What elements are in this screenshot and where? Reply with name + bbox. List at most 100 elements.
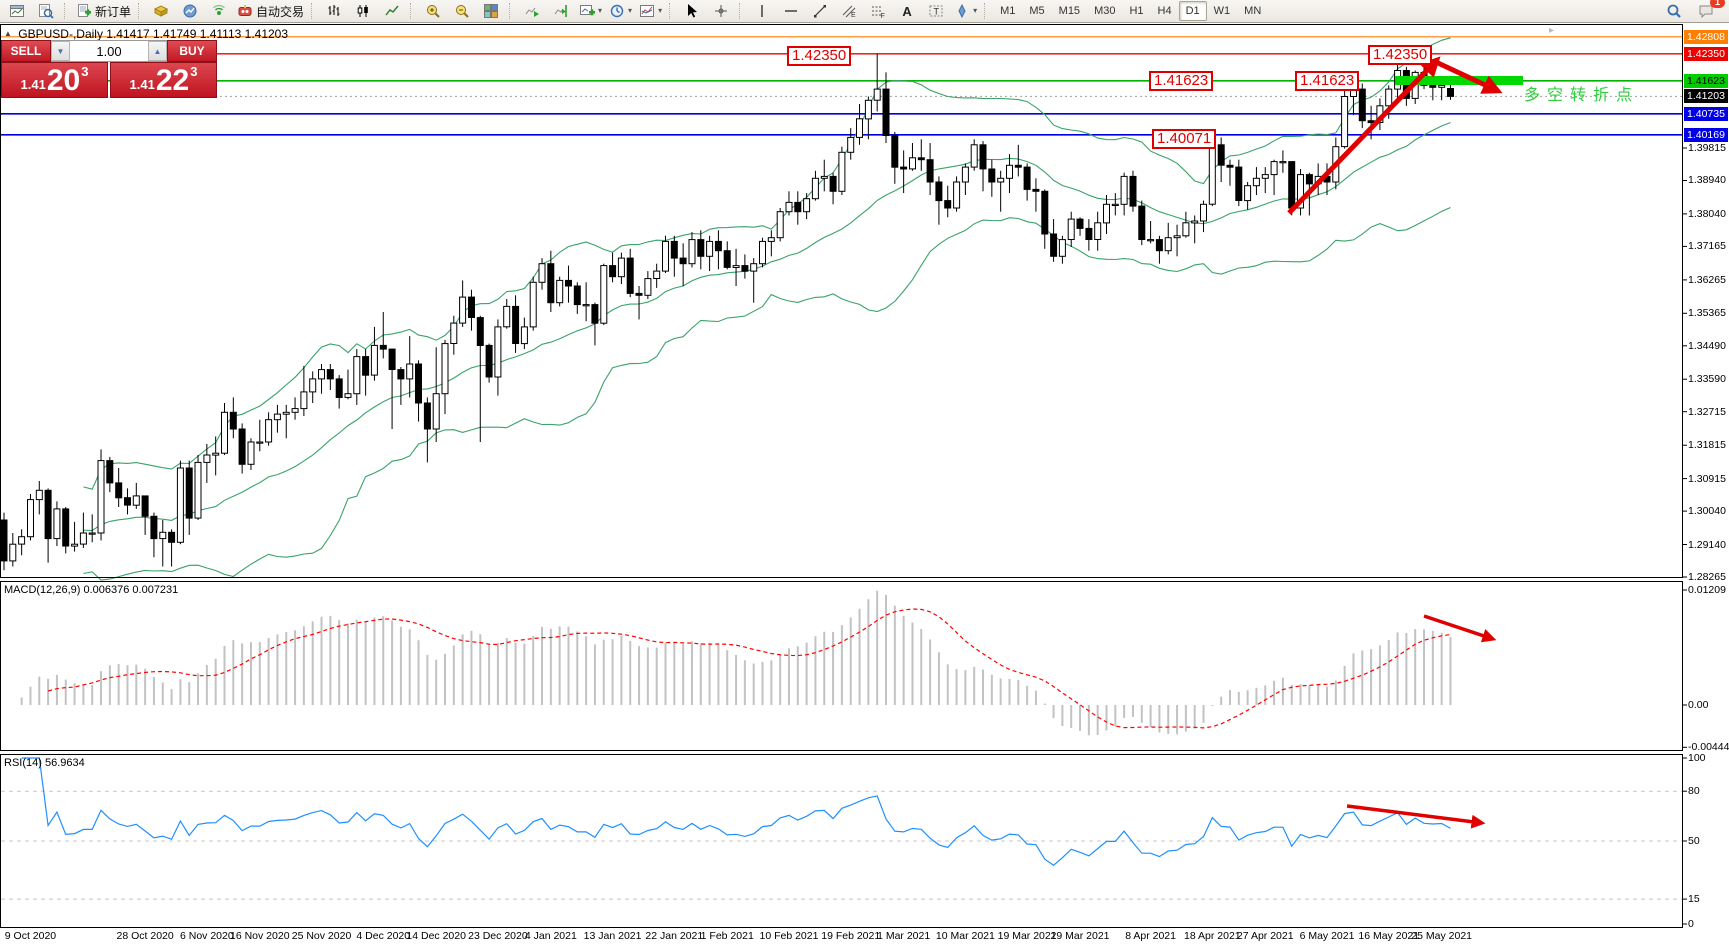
channel-button[interactable]: E — [835, 0, 863, 22]
fibonacci-icon: F — [872, 6, 885, 19]
cursor-button[interactable] — [678, 0, 706, 22]
market-depth-icon — [153, 5, 169, 17]
search-button[interactable] — [1660, 0, 1688, 22]
sell-price-display[interactable]: 1.41 20 3 — [1, 62, 108, 98]
annotation-price-label: 1.42350 — [1368, 45, 1433, 65]
line-chart-button[interactable] — [378, 0, 406, 22]
zoom-in-icon — [427, 5, 440, 18]
annotation-price-label: 1.41623 — [1295, 71, 1360, 91]
new-chart-button[interactable]: ▾ — [576, 0, 605, 22]
date-axis-label: 29 Mar 2021 — [1050, 930, 1110, 942]
buy-price-display[interactable]: 1.41 22 3 — [110, 62, 217, 98]
new-order-label: 新订单 — [95, 4, 132, 19]
date-axis-label: 4 Jan 2021 — [524, 930, 577, 942]
price-tag-1.40735: 1.40735 — [1684, 106, 1728, 121]
macd-label: MACD(12,26,9) 0.006376 0.007231 — [4, 584, 179, 596]
timeframe-button-M1[interactable]: M1 — [1000, 5, 1016, 17]
new-order-icon — [78, 4, 91, 17]
timeframe-button-W1[interactable]: W1 — [1213, 5, 1231, 17]
timeframe-button-M5[interactable]: M5 — [1029, 5, 1045, 17]
timeframe-button-MN[interactable]: MN — [1244, 5, 1262, 17]
fibonacci-button[interactable]: F — [864, 0, 892, 22]
annotation-note-text: 多空转折点 — [1524, 87, 1640, 104]
dropdown-caret: ▾ — [598, 6, 603, 15]
timeframe-button-M30[interactable]: M30 — [1094, 5, 1116, 17]
sell-price-pips: 20 — [46, 64, 81, 97]
date-axis-label: 6 May 2021 — [1299, 930, 1355, 942]
vertical-line-icon — [761, 5, 763, 17]
date-axis-label: 4 Dec 2020 — [356, 930, 411, 942]
periods-button[interactable]: ▾ — [606, 0, 635, 22]
text-tool-icon: A — [902, 3, 912, 19]
volume-spinner: ▼ 1.00 ▲ — [51, 40, 167, 62]
shapes-button[interactable]: ▾ — [951, 0, 980, 22]
price-axis-tick: 1.30040 — [1688, 505, 1726, 518]
date-axis-label: 27 Apr 2021 — [1236, 930, 1294, 942]
price-axis-tick: 1.39815 — [1688, 141, 1726, 154]
zoom-out-icon — [456, 5, 469, 18]
tile-windows-button[interactable] — [477, 0, 505, 22]
macd-axis-tick: -0.004446 — [1688, 741, 1729, 754]
templates-button[interactable]: ▾ — [636, 0, 665, 22]
crosshair-icon — [715, 5, 728, 17]
sell-button[interactable]: SELL — [1, 40, 51, 62]
timeframe-button-H1[interactable]: H1 — [1129, 5, 1144, 17]
template-chart-icon — [640, 5, 655, 17]
candle-chart-button[interactable] — [349, 0, 377, 22]
date-axis-label: 28 Oct 2020 — [116, 930, 174, 942]
notifications-button[interactable]: 1 — [1692, 0, 1725, 22]
volume-input[interactable]: 1.00 — [96, 43, 122, 59]
horizontal-line-button[interactable] — [777, 0, 805, 22]
crosshair-button[interactable] — [707, 0, 735, 22]
vertical-line-button[interactable] — [748, 0, 776, 22]
cursor-arrow-icon — [688, 4, 698, 18]
annotation-price-label: 1.40071 — [1152, 129, 1217, 149]
auto-scroll-button[interactable] — [518, 0, 546, 22]
rsi-axis-tick: 50 — [1688, 835, 1700, 847]
bar-chart-button[interactable] — [320, 0, 348, 22]
volume-increase-button[interactable]: ▲ — [148, 41, 167, 61]
toolbar: 新订单 自动交易 ▾ ▾ ▾ E F A T ▾ M1 M5 M15 M30 H1 H4 D… — [0, 0, 1729, 23]
chart-window-button[interactable] — [3, 0, 31, 22]
date-axis-label: 8 Apr 2021 — [1125, 930, 1176, 942]
text-tool-button[interactable]: A — [893, 0, 921, 22]
chart-shift-button[interactable] — [547, 0, 575, 22]
date-axis-label: 25 May 2021 — [1411, 930, 1473, 942]
timeframe-button-M15[interactable]: M15 — [1058, 5, 1081, 17]
market-depth-button[interactable] — [147, 0, 175, 22]
search-icon — [1667, 4, 1681, 18]
buy-button[interactable]: BUY — [167, 40, 217, 62]
autotrading-button[interactable]: 自动交易 — [234, 0, 307, 22]
timeframe-button-D1[interactable]: D1 — [1178, 1, 1207, 21]
toolbar-right-group: 1 — [1660, 0, 1726, 22]
trendline-button[interactable] — [806, 0, 834, 22]
signals-button[interactable] — [205, 0, 233, 22]
equidistant-channel-icon: E — [842, 5, 856, 19]
chart-shift-marker-icon: ▸ — [1549, 25, 1555, 36]
data-window-button[interactable] — [32, 0, 60, 22]
auto-scroll-icon — [525, 7, 540, 17]
price-axis-tick: 1.28265 — [1688, 571, 1726, 584]
timeframe-button-H4[interactable]: H4 — [1157, 5, 1172, 17]
zoom-in-button[interactable] — [419, 0, 447, 22]
tile-windows-icon — [484, 4, 499, 18]
terminal-button[interactable] — [176, 0, 204, 22]
autotrading-label: 自动交易 — [256, 4, 305, 19]
date-axis-label: 10 Feb 2021 — [759, 930, 819, 942]
date-axis-label: 19 Mar 2021 — [997, 930, 1057, 942]
volume-decrease-button[interactable]: ▼ — [51, 41, 70, 61]
price-axis-tick: 1.37165 — [1688, 240, 1726, 253]
new-order-button[interactable]: 新订单 — [73, 0, 134, 22]
candle-chart-icon — [357, 5, 368, 17]
date-axis-label: 1 Feb 2021 — [700, 930, 754, 942]
text-label-button[interactable]: T — [922, 0, 950, 22]
magnifier-chart-icon — [39, 4, 54, 19]
price-axis-tick: 1.35365 — [1688, 307, 1726, 320]
buy-price-pips: 22 — [155, 64, 190, 97]
zoom-out-button[interactable] — [448, 0, 476, 22]
rsi-axis-tick: 0 — [1688, 918, 1694, 930]
annotation-price-label: 1.42350 — [787, 46, 852, 66]
date-axis-label: 23 Dec 2020 — [468, 930, 528, 942]
dropdown-caret: ▾ — [658, 6, 663, 15]
